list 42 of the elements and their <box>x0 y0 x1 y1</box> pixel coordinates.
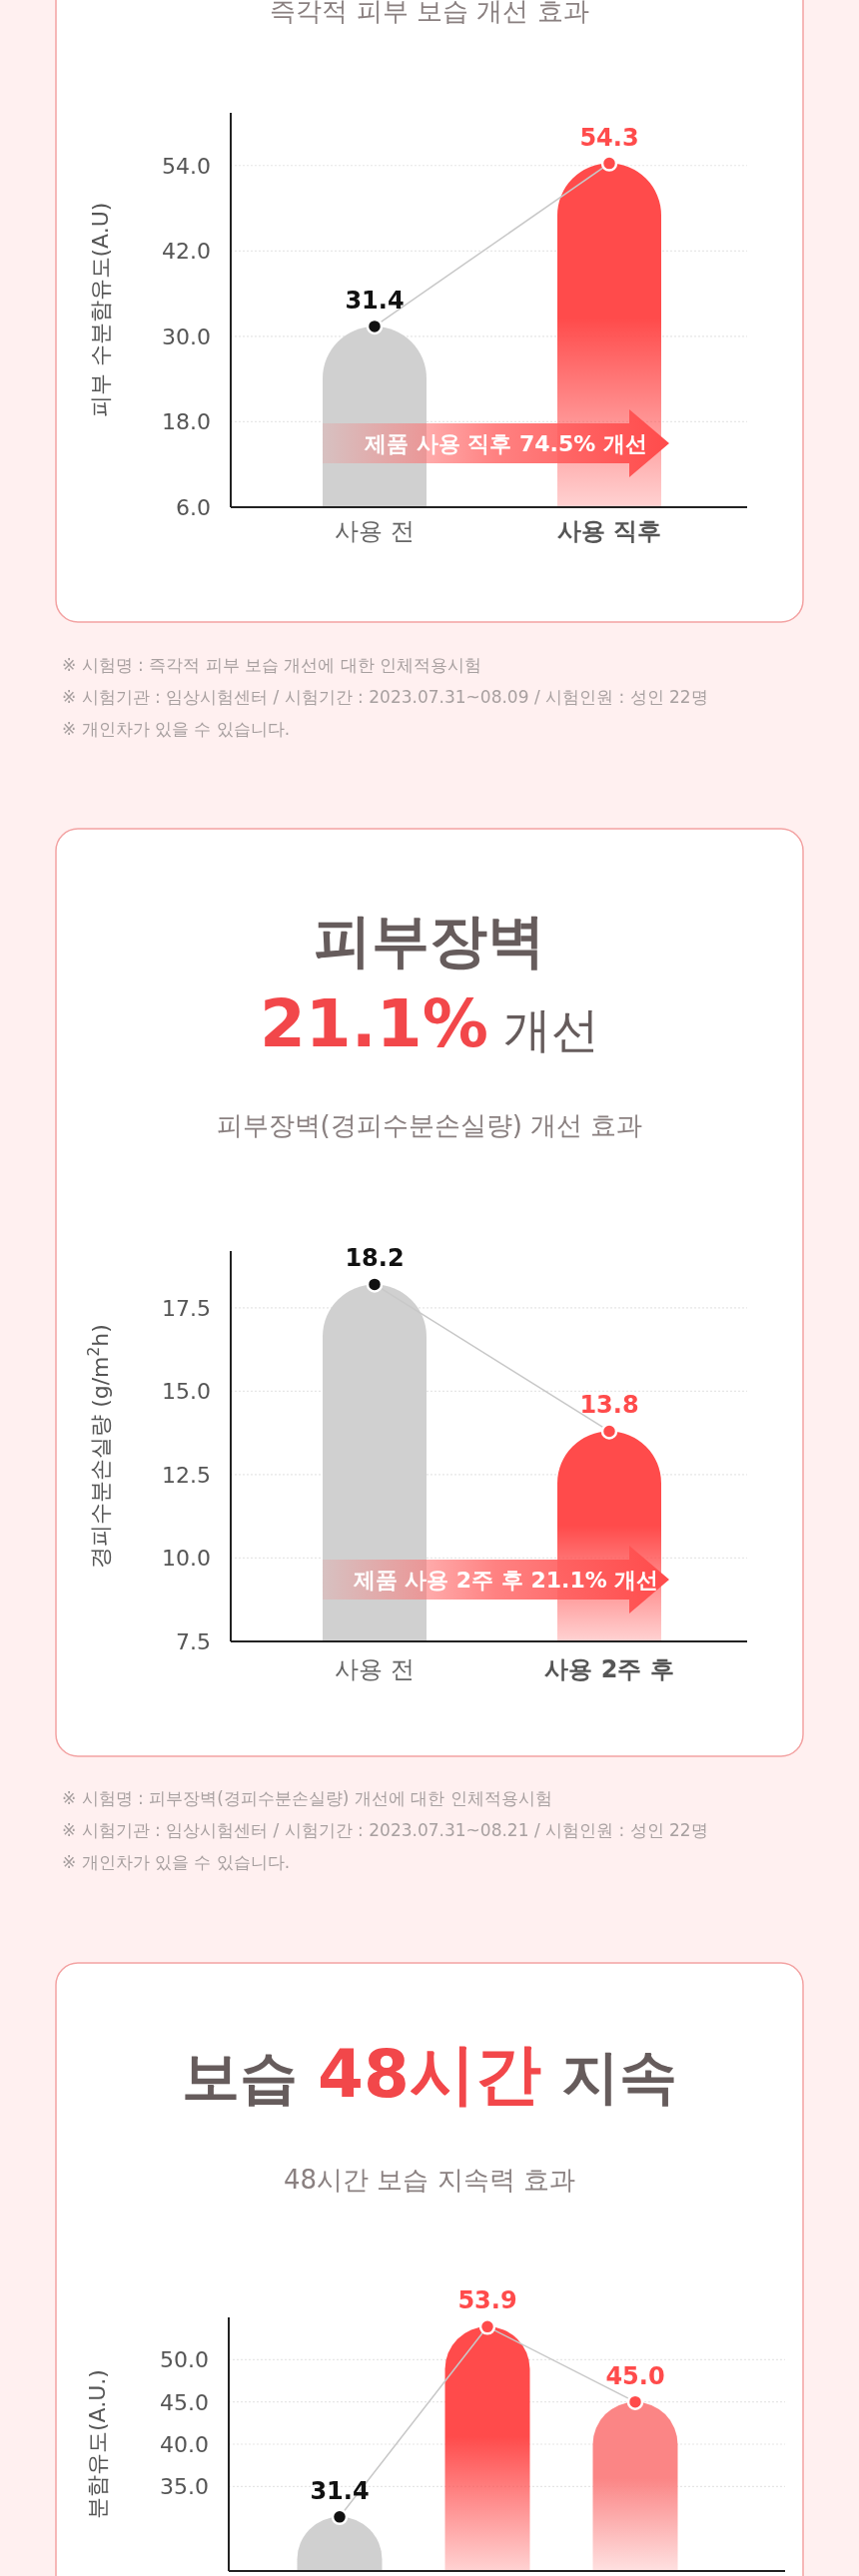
x-tick-label: 사용 직후 <box>556 517 662 545</box>
x-tick-label: 사용 전 <box>335 517 415 545</box>
chart-title: 피부장벽 21.1% 개선 <box>259 907 600 1062</box>
text: ※ 개인차가 있을 수 있습니다. <box>62 1852 291 1872</box>
text: ※ 시험기관 : 임상시험센터 / 시험기간 : 2023.07.31~08.09 / 시험인원 : 성인 22명 <box>62 687 708 707</box>
y-tick-label: 50.0 <box>160 2347 209 2373</box>
chart-subtitle: 즉각적 피부 보습 개선 효과 <box>270 0 589 26</box>
text: ※ 시험명 : 즉각적 피부 보습 개선에 대한 인체적용시험 <box>62 655 482 675</box>
y-tick-label: 6.0 <box>176 495 211 520</box>
data-label: 31.4 <box>310 2476 370 2505</box>
y-tick-label: 17.5 <box>162 1295 211 1321</box>
chart-subtitle: 피부장벽(경피수분손실량) 개선 효과 <box>216 1110 643 1140</box>
y-tick-label: 35.0 <box>160 2474 209 2500</box>
text: ※ 개인차가 있을 수 있습니다. <box>62 719 291 739</box>
data-label: 18.2 <box>345 1244 405 1273</box>
y-axis-title: 분함유도(A.U.) <box>85 2369 110 2519</box>
y-tick-label: 54.0 <box>162 153 211 179</box>
y-tick-label: 40.0 <box>160 2432 209 2457</box>
y-tick-label: 7.5 <box>176 1629 211 1654</box>
data-label: 13.8 <box>579 1391 639 1420</box>
data-label: 31.4 <box>345 286 405 315</box>
x-tick-label: 사용 전 <box>335 1655 415 1683</box>
text: ※ 시험명 : 피부장벽(경피수분손실량) 개선에 대한 인체적용시험 <box>62 1788 552 1808</box>
text: ※ 시험기관 : 임상시험센터 / 시험기간 : 2023.07.31~08.21 / 시험인원 : 성인 22명 <box>62 1820 708 1840</box>
y-axis-title: 피부 수분함유도(A.U) <box>88 202 113 418</box>
chart-subtitle: 48시간 보습 지속력 효과 <box>284 2165 575 2195</box>
y-tick-label: 18.0 <box>162 409 211 435</box>
point <box>331 2508 349 2526</box>
y-tick-label: 15.0 <box>162 1379 211 1405</box>
data-label: 54.3 <box>579 123 639 152</box>
point <box>478 2318 496 2335</box>
chart-title: 보습 48시간 지속 <box>181 2036 678 2113</box>
x-tick-label: 사용 2주 후 <box>544 1655 674 1683</box>
y-tick-label: 30.0 <box>162 323 211 349</box>
data-label: 53.9 <box>457 2286 517 2315</box>
data-label: 45.0 <box>605 2361 665 2390</box>
annotation: 제품 사용 2주 후 21.1% 개선 <box>352 1568 659 1593</box>
y-tick-label: 42.0 <box>162 239 211 265</box>
y-tick-label: 12.5 <box>162 1462 211 1488</box>
annotation: 제품 사용 직후 74.5% 개선 <box>364 431 647 456</box>
y-tick-label: 10.0 <box>162 1546 211 1572</box>
y-tick-label: 45.0 <box>160 2389 209 2415</box>
